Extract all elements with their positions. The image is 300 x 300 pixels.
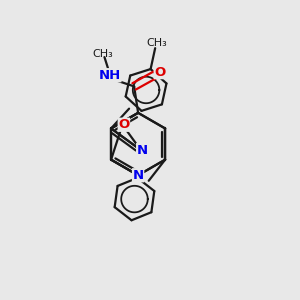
Text: N: N (133, 169, 144, 182)
Text: CH₃: CH₃ (146, 38, 167, 48)
Text: NH: NH (99, 69, 121, 82)
Text: CH₃: CH₃ (92, 49, 113, 59)
Text: N: N (137, 143, 148, 157)
Text: O: O (118, 118, 130, 131)
Text: O: O (154, 66, 166, 79)
